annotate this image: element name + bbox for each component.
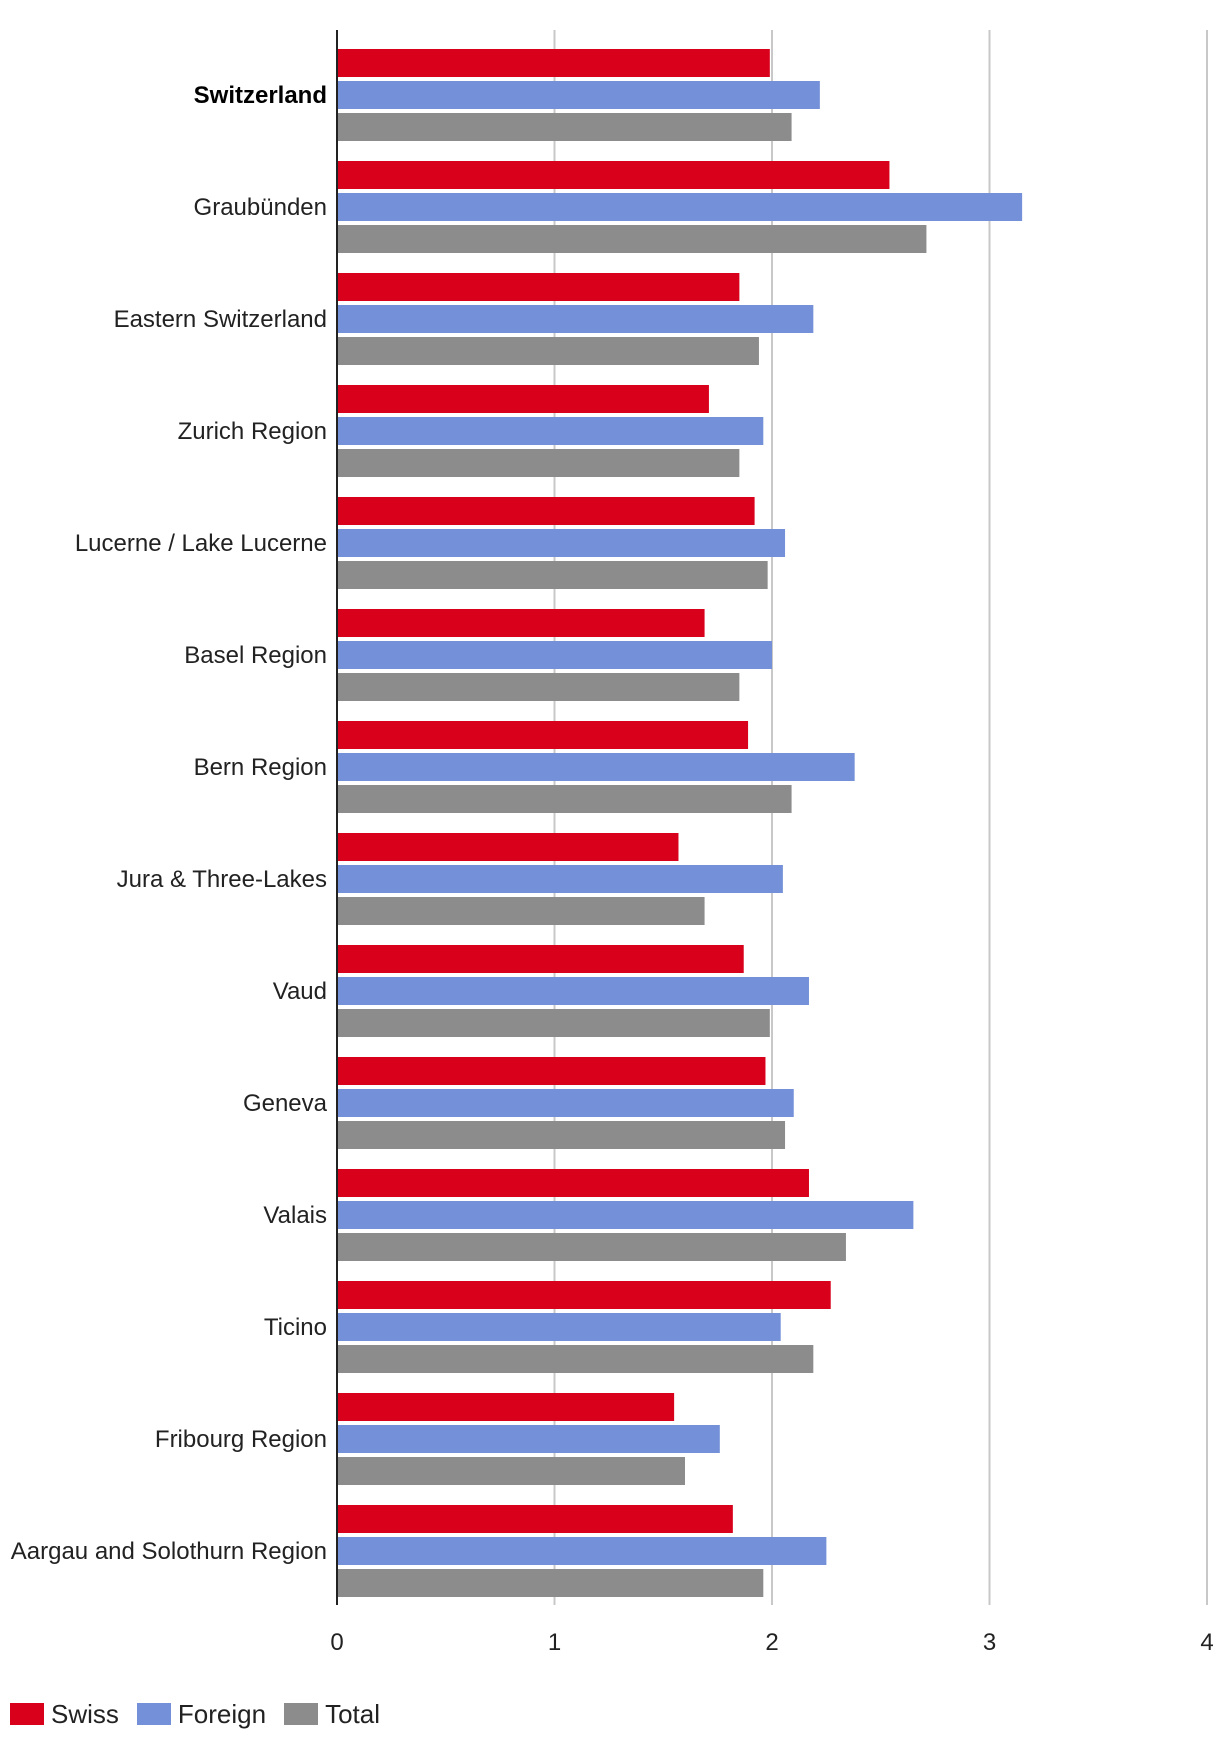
- category-label: Eastern Switzerland: [114, 306, 327, 333]
- bar-swiss-7: [337, 833, 679, 861]
- bar-foreign-5: [337, 641, 772, 669]
- x-tick-label-1: 1: [548, 1629, 561, 1656]
- legend-label-foreign: Foreign: [177, 1698, 267, 1729]
- category-label: Graubünden: [194, 194, 327, 221]
- category-label: Aargau and Solothurn Region: [11, 1538, 327, 1565]
- category-label: Bern Region: [194, 754, 327, 781]
- category-label: Basel Region: [184, 642, 327, 669]
- bar-foreign-6: [337, 753, 855, 781]
- bar-swiss-12: [337, 1393, 675, 1421]
- x-tick-label-3: 3: [983, 1629, 996, 1656]
- category-label: Ticino: [264, 1314, 327, 1341]
- bar-swiss-9: [337, 1057, 766, 1085]
- bar-swiss-3: [337, 385, 709, 413]
- category-label: Switzerland: [194, 82, 327, 109]
- bar-total-9: [337, 1121, 786, 1149]
- bar-total-7: [337, 897, 705, 925]
- x-tick-label-4: 4: [1200, 1629, 1213, 1656]
- bar-swiss-1: [337, 161, 890, 189]
- bar-total-10: [337, 1233, 846, 1261]
- bar-foreign-13: [337, 1537, 827, 1565]
- category-label: Geneva: [243, 1090, 328, 1117]
- bar-swiss-6: [337, 721, 749, 749]
- bar-swiss-11: [337, 1281, 831, 1309]
- bar-foreign-2: [337, 305, 814, 333]
- legend-swatch-swiss: [10, 1703, 44, 1725]
- bar-foreign-1: [337, 193, 1023, 221]
- bar-total-13: [337, 1569, 764, 1597]
- bar-total-4: [337, 561, 768, 589]
- legend-swatch-foreign: [136, 1703, 171, 1725]
- gridlines: [553, 30, 1208, 1605]
- bar-swiss-4: [337, 497, 755, 525]
- bar-total-6: [337, 785, 792, 813]
- category-label: Fribourg Region: [155, 1426, 327, 1453]
- bars: [337, 49, 1023, 1597]
- bar-swiss-5: [337, 609, 705, 637]
- legend-item-swiss[interactable]: Swiss: [10, 1699, 119, 1730]
- category-label: Lucerne / Lake Lucerne: [75, 530, 327, 557]
- bar-total-8: [337, 1009, 770, 1037]
- bar-foreign-7: [337, 865, 783, 893]
- bar-swiss-13: [337, 1505, 733, 1533]
- legend-item-total[interactable]: Total: [284, 1699, 380, 1730]
- legend-label-swiss: Swiss: [51, 1698, 119, 1729]
- bar-swiss-8: [337, 945, 744, 973]
- bar-total-3: [337, 449, 740, 477]
- bar-total-12: [337, 1457, 685, 1485]
- bar-total-1: [337, 225, 927, 253]
- bar-chart: 0 1 2 3 4 Switzerland Graubünden Eastern Switz…: [11, 30, 1214, 1656]
- bar-foreign-3: [337, 417, 764, 445]
- bar-foreign-10: [337, 1201, 914, 1229]
- bar-foreign-11: [337, 1313, 781, 1341]
- bar-foreign-8: [337, 977, 809, 1005]
- bar-foreign-0: [337, 81, 820, 109]
- category-label: Jura & Three-Lakes: [117, 866, 327, 893]
- legend-label-total: Total: [325, 1698, 380, 1729]
- x-tick-label-2: 2: [765, 1629, 778, 1656]
- bar-foreign-9: [337, 1089, 794, 1117]
- x-tick-label-0: 0: [330, 1629, 343, 1656]
- bar-swiss-10: [337, 1169, 809, 1197]
- category-label: Zurich Region: [178, 418, 327, 445]
- bar-total-5: [337, 673, 740, 701]
- bar-total-2: [337, 337, 759, 365]
- legend: Swiss Foreign Total: [10, 1698, 398, 1730]
- bar-total-0: [337, 113, 792, 141]
- bar-total-11: [337, 1345, 814, 1373]
- bar-foreign-12: [337, 1425, 720, 1453]
- category-label: Valais: [263, 1202, 327, 1229]
- category-labels: Switzerland Graubünden Eastern Switzerland…: [11, 82, 328, 1565]
- bar-swiss-0: [337, 49, 770, 77]
- x-axis: 0 1 2 3 4: [330, 30, 1214, 1656]
- legend-item-foreign[interactable]: Foreign: [136, 1698, 267, 1730]
- legend-swatch-total: [284, 1703, 319, 1725]
- bar-swiss-2: [337, 273, 740, 301]
- bar-foreign-4: [337, 529, 786, 557]
- category-label: Vaud: [273, 978, 327, 1005]
